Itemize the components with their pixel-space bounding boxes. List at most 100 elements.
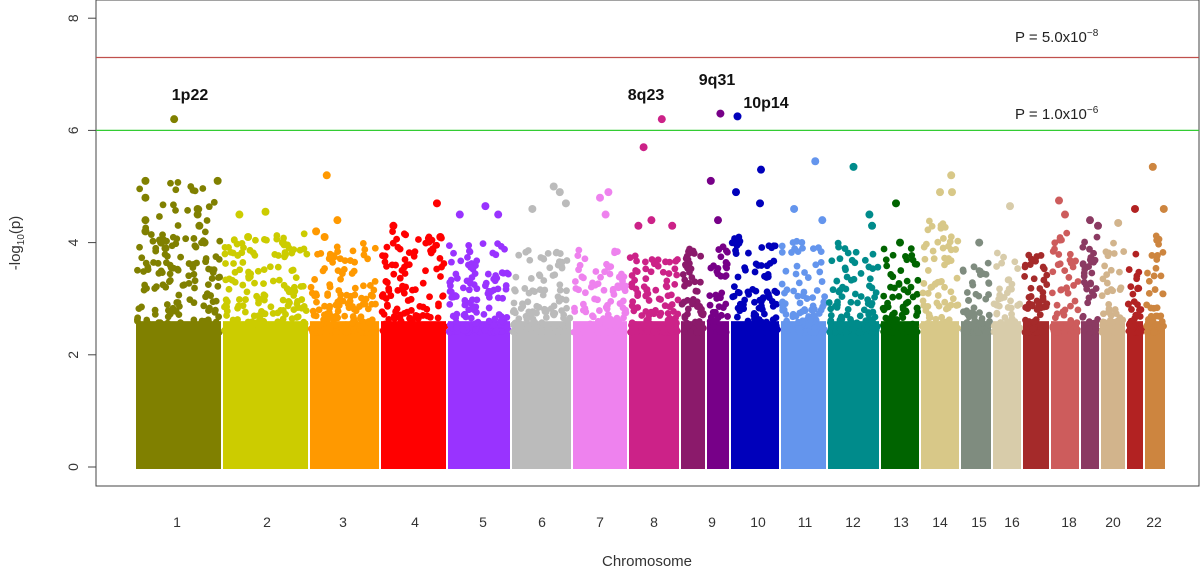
snp-point — [756, 199, 764, 208]
snp-point — [193, 204, 202, 213]
snp-point — [555, 188, 564, 197]
snp-point — [849, 162, 858, 171]
snp-point — [573, 328, 581, 336]
snp-point — [409, 286, 416, 294]
snp-point — [1055, 196, 1063, 205]
snp-point — [790, 287, 798, 295]
snp-point — [665, 270, 673, 277]
snp-point — [860, 306, 868, 314]
snp-point — [671, 280, 679, 288]
snp-point — [161, 244, 170, 253]
snp-point — [792, 270, 800, 278]
snp-point — [1157, 272, 1165, 280]
snp-point — [261, 207, 270, 216]
snp-point — [425, 233, 433, 241]
snp-point — [177, 319, 184, 327]
snp-point — [714, 216, 722, 225]
snp-point — [706, 176, 715, 185]
snp-point — [203, 217, 211, 224]
snp-point — [949, 295, 957, 303]
snp-point — [1111, 328, 1118, 336]
snp-point — [1000, 253, 1007, 261]
snp-point — [546, 328, 554, 336]
snp-point — [626, 254, 634, 262]
snp-point — [143, 316, 151, 324]
snp-point — [360, 323, 368, 331]
snp-point — [1051, 239, 1059, 247]
snp-point — [698, 310, 705, 318]
snp-point — [833, 304, 841, 311]
snp-point — [490, 321, 498, 329]
snp-point — [692, 287, 700, 295]
snp-point — [491, 315, 499, 323]
snp-point — [415, 236, 422, 243]
snp-point — [247, 328, 255, 336]
snp-point — [155, 319, 163, 327]
snp-point — [473, 296, 481, 304]
snp-point — [510, 299, 518, 307]
snp-point — [426, 313, 434, 321]
snp-point — [212, 318, 220, 326]
snp-point — [322, 311, 330, 319]
snp-point — [962, 324, 970, 332]
snp-point — [175, 291, 183, 299]
snp-point — [203, 328, 211, 336]
snp-point — [784, 324, 791, 332]
snp-point — [151, 310, 159, 318]
snp-point — [390, 328, 398, 336]
snp-point — [603, 316, 611, 324]
snp-point — [221, 250, 229, 258]
snp-point — [821, 293, 829, 301]
snp-point — [610, 291, 618, 298]
snp-point — [555, 327, 563, 335]
snp-point — [982, 328, 990, 336]
snp-point — [245, 268, 252, 276]
snp-point — [662, 258, 669, 266]
x-tick-label: 2 — [263, 514, 271, 530]
snp-point — [1036, 311, 1044, 319]
snp-point — [1098, 292, 1106, 300]
snp-point — [907, 283, 915, 291]
x-tick-label: 13 — [893, 514, 909, 530]
snp-point — [446, 278, 454, 286]
chromosome-7-points — [570, 188, 630, 469]
snp-point — [571, 304, 578, 312]
snp-point — [737, 323, 745, 331]
y-axis-title: -log10(p) — [7, 216, 27, 270]
snp-point — [595, 307, 603, 314]
point-cloud — [629, 321, 679, 469]
snp-point — [913, 260, 921, 268]
snp-point — [436, 255, 444, 262]
snp-point — [384, 302, 391, 310]
snp-point — [809, 245, 817, 253]
snp-point — [515, 315, 523, 323]
snp-point — [842, 285, 850, 293]
snp-point — [1053, 301, 1061, 309]
snp-point — [717, 311, 725, 319]
snp-point — [733, 313, 741, 321]
snp-point — [929, 328, 937, 336]
point-cloud — [707, 321, 729, 469]
snp-point — [493, 274, 501, 282]
snp-point — [1067, 302, 1074, 310]
snp-point — [215, 274, 222, 281]
snp-point — [596, 193, 604, 202]
snp-point — [225, 275, 233, 283]
snp-point — [937, 222, 945, 229]
chromosome-10-points — [728, 112, 781, 469]
snp-point — [1066, 250, 1074, 258]
snp-point — [587, 328, 595, 336]
snp-point — [684, 305, 692, 313]
snp-point — [673, 327, 681, 335]
snp-point — [555, 297, 563, 305]
snp-point — [1127, 283, 1135, 291]
snp-point — [552, 249, 560, 257]
snp-point — [285, 298, 293, 305]
snp-point — [696, 278, 704, 286]
snp-point — [251, 251, 259, 259]
snp-point — [827, 305, 835, 313]
snp-point — [422, 267, 429, 275]
snp-point — [213, 176, 222, 185]
snp-point — [312, 290, 320, 298]
snp-point — [881, 322, 888, 330]
